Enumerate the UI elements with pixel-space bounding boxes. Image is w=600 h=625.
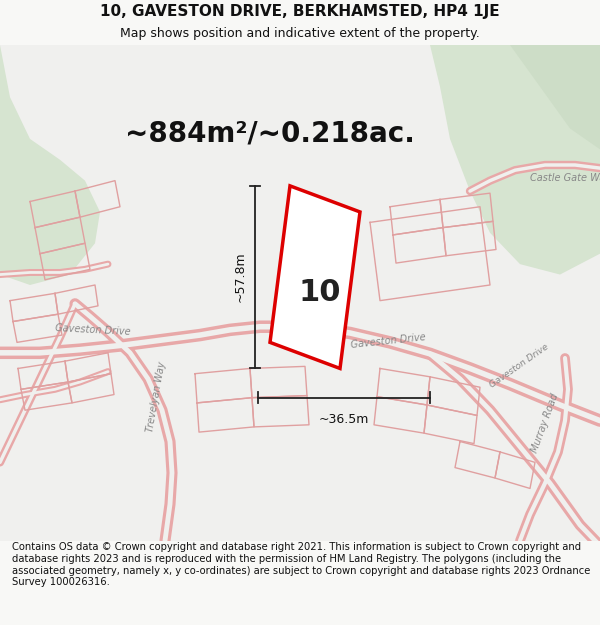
- Text: ~57.8m: ~57.8m: [234, 252, 247, 302]
- Text: ~36.5m: ~36.5m: [319, 413, 369, 426]
- Text: Gaveston Drive: Gaveston Drive: [488, 342, 550, 389]
- Polygon shape: [510, 45, 600, 149]
- Text: Trevelyan Way: Trevelyan Way: [145, 361, 167, 433]
- Text: Gaveston Drive: Gaveston Drive: [350, 332, 426, 349]
- Text: 10: 10: [299, 278, 341, 308]
- Polygon shape: [0, 45, 100, 285]
- Polygon shape: [270, 186, 360, 369]
- Text: Gaveston Drive: Gaveston Drive: [55, 323, 131, 337]
- Text: Castle Gate Way: Castle Gate Way: [530, 173, 600, 182]
- Text: Murray Road: Murray Road: [530, 392, 561, 454]
- Polygon shape: [430, 45, 600, 274]
- Text: ~884m²/~0.218ac.: ~884m²/~0.218ac.: [125, 120, 415, 148]
- Text: Map shows position and indicative extent of the property.: Map shows position and indicative extent…: [120, 28, 480, 40]
- Text: Contains OS data © Crown copyright and database right 2021. This information is : Contains OS data © Crown copyright and d…: [12, 542, 590, 587]
- Text: 10, GAVESTON DRIVE, BERKHAMSTED, HP4 1JE: 10, GAVESTON DRIVE, BERKHAMSTED, HP4 1JE: [100, 4, 500, 19]
